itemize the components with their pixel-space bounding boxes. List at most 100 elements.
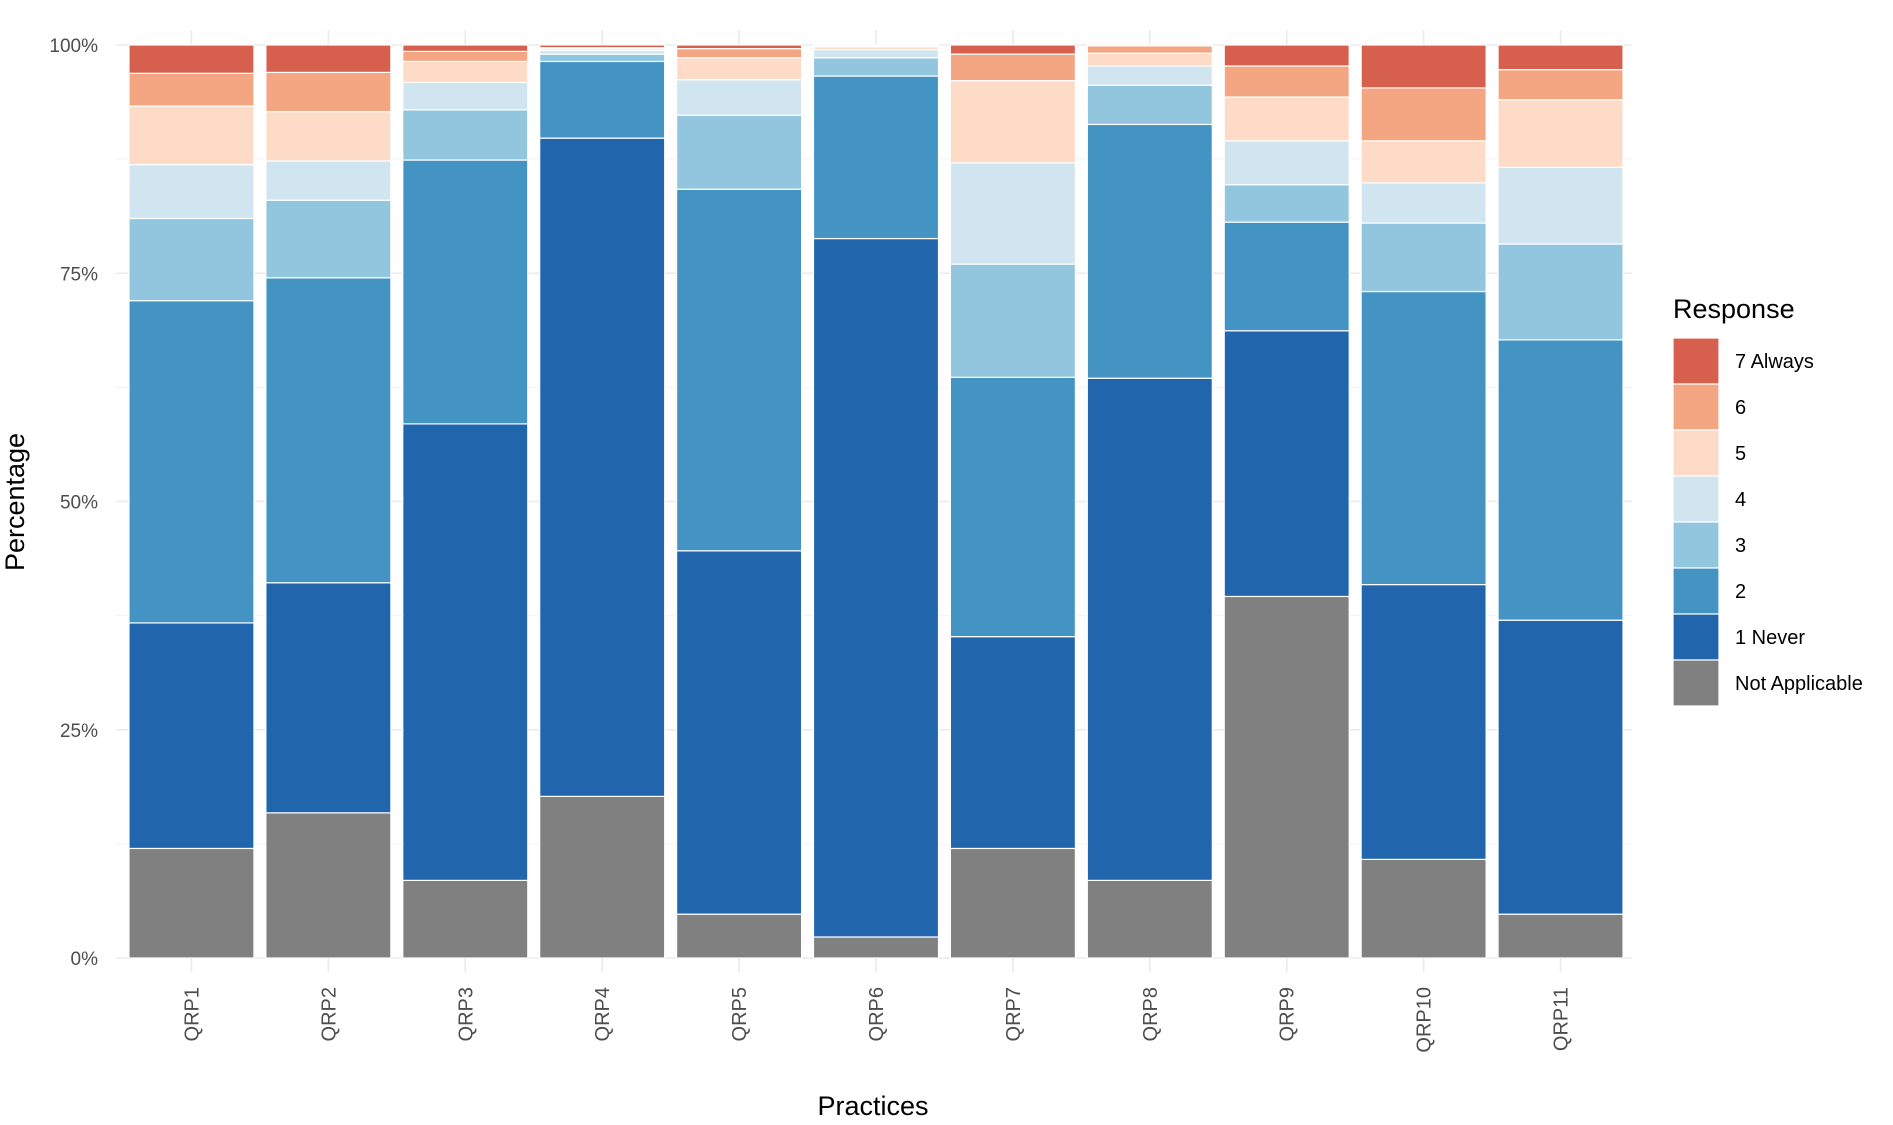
bar-stack-qrp1	[128, 44, 255, 959]
bar-segment-qrp6-1-never	[812, 237, 940, 938]
bar-segment-qrp9-2	[1223, 221, 1350, 332]
bar-segment-qrp1-6	[128, 72, 255, 107]
y-tick-label-50: 50%	[60, 493, 98, 514]
bar-segment-qrp9-1-never	[1223, 330, 1350, 598]
legend-label-6: 6	[1735, 397, 1746, 419]
y-axis-ticks: 0% 25% 50% 75% 100%	[49, 36, 98, 970]
bar-segment-qrp3-5	[402, 60, 529, 84]
bar-segment-qrp1-1-never	[128, 622, 255, 850]
bar-segment-qrp5-5	[675, 57, 803, 81]
legend-items: 7 Always 6 5 4 3 2 1 Never Not Applicable	[1672, 337, 1863, 707]
bar-segment-qrp2-6	[265, 71, 392, 113]
x-tick-label-qrp5: QRP5	[729, 987, 751, 1041]
bar-segment-qrp4-not-applicable	[539, 795, 666, 959]
x-axis-ticks: QRP1 QRP2 QRP3 QRP4 QRP5 QRP6 QRP7 QRP8 QRP9 QRP1…	[181, 987, 1572, 1053]
bar-segment-qrp2-2	[265, 277, 392, 584]
legend-label-3: 3	[1735, 535, 1746, 557]
bar-segment-qrp10-1-never	[1360, 583, 1487, 860]
y-tick-label-75: 75%	[60, 264, 98, 285]
legend-key-4	[1672, 475, 1720, 523]
bar-segment-qrp11-4	[1497, 166, 1624, 245]
bar-segment-qrp7-2	[949, 376, 1077, 638]
bar-segment-qrp3-1-never	[402, 423, 529, 881]
legend-label-7-always: 7 Always	[1735, 351, 1814, 373]
bar-segment-qrp5-7-always	[675, 44, 803, 50]
bar-segment-qrp10-2	[1360, 290, 1487, 586]
bar-stack-qrp5	[675, 44, 803, 959]
bar-segment-qrp8-4	[1086, 65, 1213, 86]
bar-segment-qrp1-not-applicable	[128, 847, 255, 959]
bar-segment-qrp11-6	[1497, 69, 1624, 101]
bar-segment-qrp10-3	[1360, 222, 1487, 293]
bar-segment-qrp6-2	[812, 75, 940, 240]
bar-segment-qrp4-3	[539, 53, 666, 63]
bar-segment-qrp5-6	[675, 48, 803, 59]
bar-stack-qrp2	[265, 44, 392, 959]
legend: Response 7 Always 6 5 4 3 2 1 Never Not Applica…	[1672, 294, 1863, 707]
bar-segment-qrp2-3	[265, 199, 392, 279]
legend-key-5	[1672, 429, 1720, 477]
bar-segment-qrp11-5	[1497, 99, 1624, 168]
bar-segment-qrp4-7-always	[539, 44, 666, 49]
bar-segment-qrp7-7-always	[949, 44, 1077, 55]
bar-segment-qrp4-2	[539, 60, 666, 139]
bar-segment-qrp9-7-always	[1223, 44, 1350, 67]
bar-segment-qrp5-3	[675, 114, 803, 190]
bar-stack-qrp3	[402, 44, 529, 959]
bar-segment-qrp11-7-always	[1497, 44, 1624, 71]
legend-label-5: 5	[1735, 443, 1746, 465]
bar-segment-qrp9-6	[1223, 65, 1350, 98]
bar-segment-qrp2-4	[265, 160, 392, 201]
bar-segment-qrp7-4	[949, 162, 1077, 265]
bar-segment-qrp9-4	[1223, 140, 1350, 186]
bar-segment-qrp1-7-always	[128, 44, 255, 74]
bar-stack-qrp9	[1223, 44, 1350, 959]
x-tick-label-qrp7: QRP7	[1003, 987, 1025, 1041]
bar-segment-qrp7-5	[949, 80, 1077, 164]
bars-group	[128, 44, 1624, 959]
bar-segment-qrp9-3	[1223, 184, 1350, 223]
bar-segment-qrp9-not-applicable	[1223, 595, 1350, 959]
bar-segment-qrp3-6	[402, 50, 529, 63]
bar-segment-qrp3-7-always	[402, 44, 529, 52]
x-tick-label-qrp2: QRP2	[318, 987, 340, 1041]
bar-segment-qrp5-1-never	[675, 550, 803, 915]
bar-segment-qrp6-4	[812, 48, 940, 59]
bar-segment-qrp3-3	[402, 109, 529, 161]
bar-segment-qrp5-2	[675, 188, 803, 552]
legend-key-2	[1672, 567, 1720, 615]
bar-segment-qrp3-2	[402, 159, 529, 425]
bar-segment-qrp1-3	[128, 217, 255, 302]
legend-label-4: 4	[1735, 489, 1746, 511]
x-tick-label-qrp11: QRP11	[1551, 987, 1573, 1051]
bar-stack-qrp10	[1360, 44, 1487, 959]
x-tick-label-qrp3: QRP3	[455, 987, 477, 1041]
legend-label-2: 2	[1735, 581, 1746, 603]
bar-stack-qrp11	[1497, 44, 1624, 959]
bar-segment-qrp2-5	[265, 111, 392, 162]
bar-segment-qrp11-3	[1497, 243, 1624, 341]
bar-segment-qrp8-3	[1086, 84, 1213, 126]
bar-segment-qrp6-3	[812, 57, 940, 77]
legend-label-not-applicable: Not Applicable	[1735, 673, 1863, 695]
bar-segment-qrp8-7-always	[1086, 44, 1213, 47]
bar-segment-qrp11-not-applicable	[1497, 913, 1624, 959]
bar-segment-qrp2-1-never	[265, 582, 392, 814]
bar-stack-qrp4	[539, 44, 666, 959]
y-tick-label-0: 0%	[71, 949, 99, 970]
bar-segment-qrp5-4	[675, 79, 803, 116]
bar-segment-qrp9-5	[1223, 96, 1350, 142]
legend-key-1-never	[1672, 613, 1720, 661]
bar-segment-qrp8-2	[1086, 123, 1213, 379]
x-tick-label-qrp4: QRP4	[592, 987, 614, 1041]
bar-segment-qrp7-3	[949, 263, 1077, 378]
bar-segment-qrp7-not-applicable	[949, 847, 1077, 959]
x-tick-label-qrp10: QRP10	[1414, 987, 1436, 1053]
legend-title: Response	[1673, 294, 1795, 324]
y-axis-title: Percentage	[0, 433, 30, 571]
x-tick-label-qrp1: QRP1	[181, 987, 203, 1041]
bar-segment-qrp6-7-always	[812, 44, 940, 47]
bar-segment-qrp8-6	[1086, 45, 1213, 54]
bar-segment-qrp10-4	[1360, 182, 1487, 224]
